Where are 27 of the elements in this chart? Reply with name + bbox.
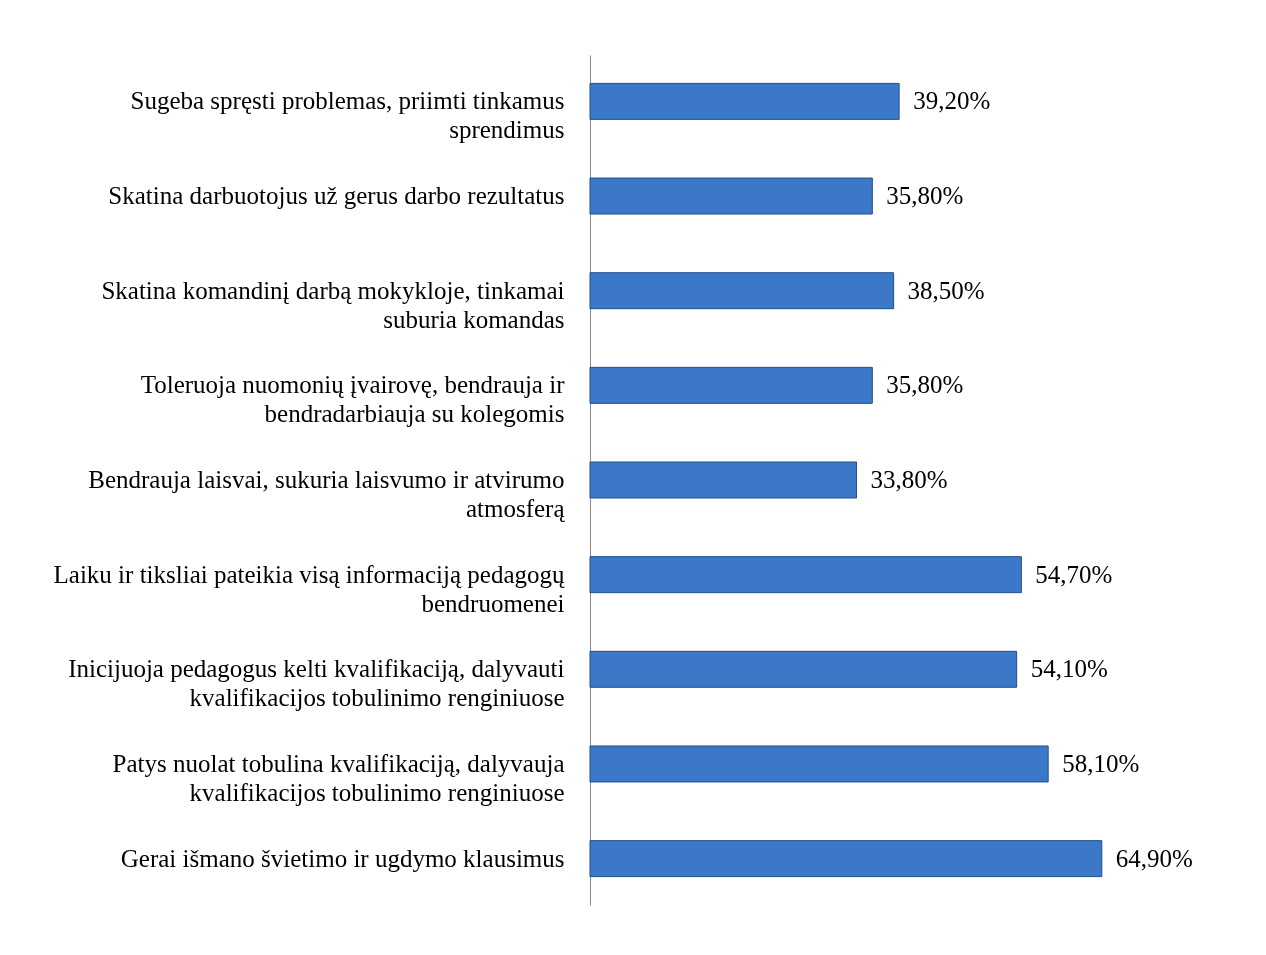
- y-tick-label: Skatina darbuotojus už gerus darbo rezultatus: [108, 182, 565, 210]
- y-tick-label: Sugeba spręsti problemas, priimti tinkamus sprendimus: [130, 87, 565, 144]
- bar: [589, 650, 1018, 688]
- bar: [589, 272, 895, 310]
- data-label: 64,90%: [1115, 844, 1193, 872]
- y-tick-label: Inicijuoja pedagogus kelti kvalifikaciją, dalyvauti kvalifikacijos tobulinimo renginiuose: [68, 655, 565, 712]
- data-label: 58,10%: [1062, 749, 1140, 777]
- y-tick-label: Skatina komandinį darbą mokykloje, tinkamai suburia komandas: [101, 276, 565, 333]
- data-label: 54,70%: [1035, 560, 1113, 588]
- bar: [589, 556, 1022, 594]
- bar: [589, 177, 873, 215]
- data-label: 35,80%: [886, 371, 964, 399]
- y-tick-label: Laiku ir tiksliai pateikia visą informaciją pedagogų bendruomenei: [53, 560, 565, 617]
- data-label: 54,10%: [1030, 655, 1108, 683]
- bar: [589, 366, 873, 404]
- y-tick-label: Toleruoja nuomonių įvairovę, bendrauja ir bendradarbiauja su kolegomis: [140, 371, 566, 428]
- bar: [589, 461, 858, 499]
- data-label: 35,80%: [886, 182, 964, 210]
- bar: [589, 745, 1049, 783]
- data-label: 38,50%: [907, 276, 985, 304]
- y-tick-label: Patys nuolat tobulina kvalifikaciją, dalyvauja kvalifikacijos tobulinimo renginiuose: [112, 749, 565, 806]
- y-tick-label: Gerai išmano švietimo ir ugdymo klausimus: [120, 844, 565, 872]
- bar: [589, 82, 900, 120]
- data-label: 33,80%: [870, 466, 948, 493]
- data-label: 39,20%: [913, 87, 991, 115]
- y-tick-label: Bendrauja laisvai, sukuria laisvumo ir atvirumo atmosferą: [88, 466, 566, 522]
- bar: [589, 840, 1103, 878]
